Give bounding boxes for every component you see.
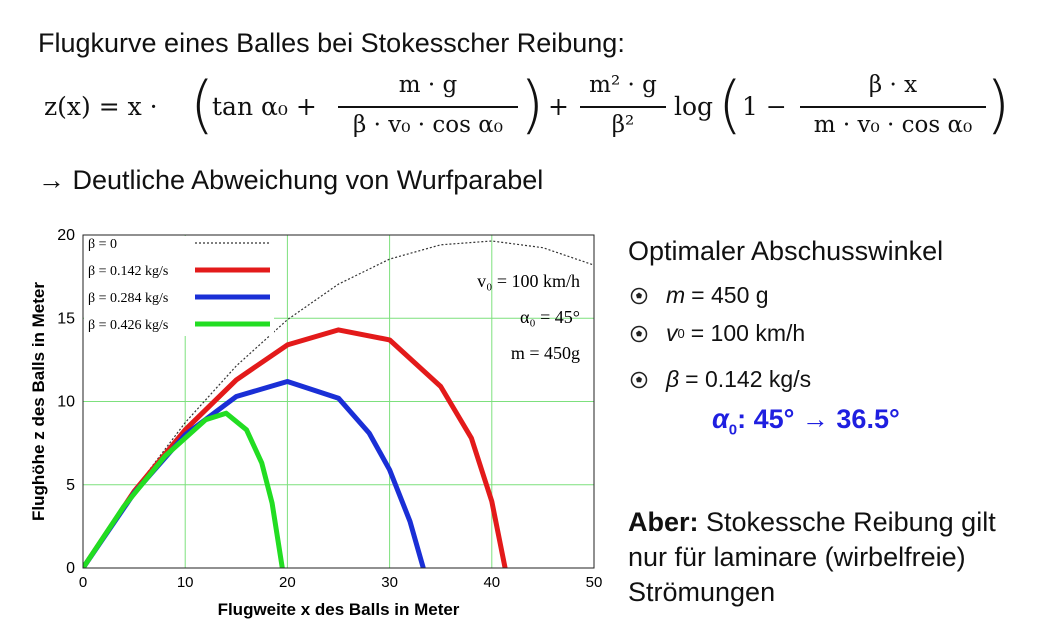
bullet: β = 0.142 kg/s (630, 366, 811, 393)
fraction-bar (338, 106, 518, 108)
y-tick-label: 0 (66, 560, 75, 577)
fraction-denominator: m · v₀ · cos α₀ (813, 112, 973, 138)
series-line (83, 410, 285, 568)
x-tick-label: 50 (586, 574, 603, 591)
symbol: β (666, 366, 680, 392)
slide-title: Flugkurve eines Balles bei Stokesscher R… (38, 28, 625, 58)
legend-label: β = 0.426 kg/s (88, 318, 168, 333)
y-axis-label: Flughöhe z des Balls in Meter (30, 282, 48, 521)
paren: ( (190, 68, 215, 141)
symbol: v (666, 320, 678, 346)
bullet: v 0 = 100 km/h (630, 320, 805, 347)
paren: ) (986, 68, 1011, 141)
fraction-numerator: m · g (398, 72, 458, 98)
result: α0: 45° → 36.5° (712, 404, 900, 438)
slide-subtitle: → Deutliche Abweichung von Wurfparabel (38, 165, 544, 195)
formula-lhs: z(x) = x · (44, 92, 158, 121)
fraction-denominator: β² (611, 112, 635, 138)
symbol: α (712, 404, 729, 434)
bullet: m = 450 g (630, 282, 769, 309)
ball-icon (630, 287, 648, 304)
x-tick-label: 30 (381, 574, 398, 591)
result-text: : 45° → 36.5° (737, 404, 900, 434)
x-tick-label: 20 (279, 574, 296, 591)
series-line (83, 240, 594, 568)
ball-icon (630, 325, 648, 342)
plot-frame (82, 234, 595, 569)
fraction-bar (580, 106, 666, 108)
y-tick-label: 10 (57, 394, 75, 411)
fraction-bar (800, 106, 986, 108)
paren: ( (718, 68, 743, 141)
legend-label: β = 0.284 kg/s (88, 291, 168, 306)
formula-log: log (674, 92, 714, 121)
annotation: v₀ = 100 km/h (477, 271, 580, 291)
chart: 0 10 20 30 40 50 0 5 10 15 20 β = 0 β = 0.142 kg/s β … (30, 227, 603, 619)
note: Aber: Stokessche Reibung gilt nur für la… (628, 505, 1028, 610)
subscript: 0 (677, 326, 685, 341)
note-text: Stokessche Reibung gilt nur für laminare… (628, 507, 996, 607)
x-tick-label: 0 (79, 574, 87, 591)
fraction-denominator: β · v₀ · cos α₀ (353, 112, 503, 138)
y-tick-label: 5 (66, 477, 75, 494)
paren: ) (520, 68, 545, 141)
ball-icon (630, 371, 648, 388)
formula-term: tan α₀ + (212, 92, 317, 121)
panel-heading: Optimaler Abschusswinkel (628, 236, 944, 266)
x-axis-label: Flugweite x des Balls in Meter (218, 600, 460, 619)
y-tick-label: 15 (57, 310, 75, 327)
x-tick-label: 10 (177, 574, 194, 591)
formula-plus: + (548, 92, 569, 121)
annotation: m = 450g (511, 343, 580, 363)
formula-term: 1 − (742, 92, 787, 121)
y-tick-label: 20 (57, 227, 75, 244)
legend-label: β = 0 (88, 237, 117, 252)
note-bold: Aber: (628, 507, 699, 537)
legend-box (84, 236, 274, 336)
annotation: α₀ = 45° (520, 307, 580, 327)
symbol: m (666, 282, 686, 308)
bullet-text: = 100 km/h (690, 320, 806, 346)
bullet-text: = 0.142 kg/s (685, 366, 812, 392)
fraction-numerator: β · x (868, 72, 918, 98)
legend-label: β = 0.142 kg/s (88, 264, 168, 279)
fraction-numerator: m² · g (589, 72, 657, 98)
bullet-text: = 450 g (691, 282, 769, 308)
subscript: 0 (728, 421, 738, 439)
x-tick-label: 40 (483, 574, 500, 591)
